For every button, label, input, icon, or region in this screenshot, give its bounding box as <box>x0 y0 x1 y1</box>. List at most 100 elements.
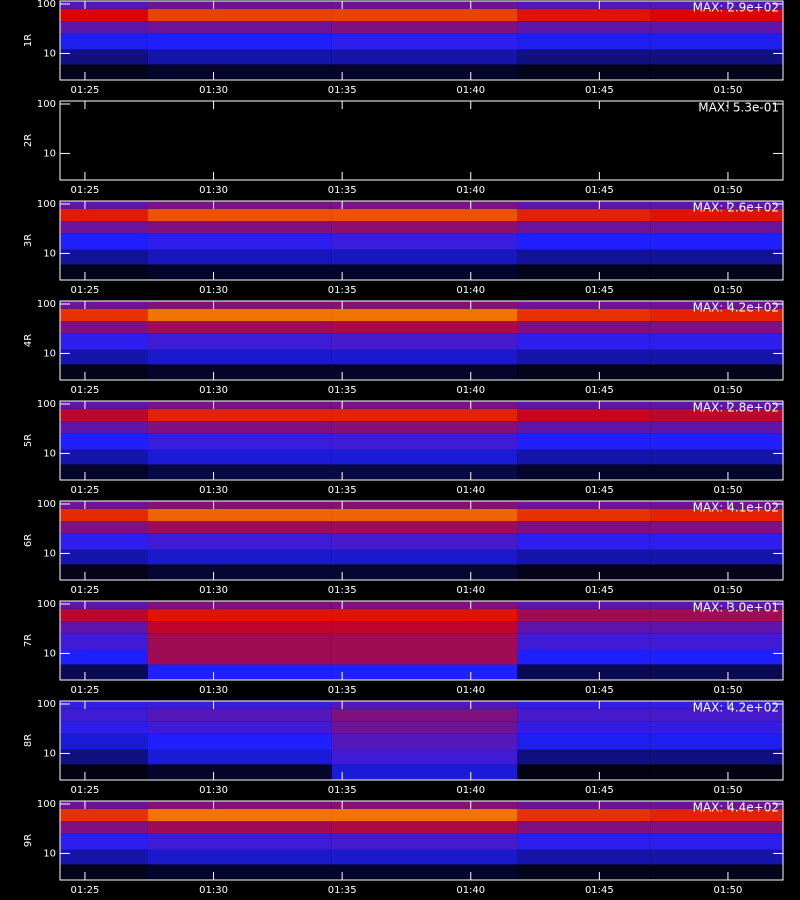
heatmap-cell <box>517 633 651 650</box>
plot-frame <box>59 300 784 381</box>
heatmap-cell <box>147 733 332 750</box>
heatmap-cell <box>650 164 783 180</box>
max-annotation: MAX: 4.2e+02 <box>693 701 779 715</box>
heatmap-cell <box>331 708 518 722</box>
heatmap-cell <box>60 708 148 722</box>
max-annotation: MAX: 4.1e+02 <box>693 501 779 515</box>
heatmap-cell <box>517 649 651 665</box>
heatmap-cell <box>331 421 518 434</box>
x-tick-label: 01:50 <box>714 285 743 296</box>
heatmap-cell <box>517 621 651 634</box>
heatmap-cell <box>60 301 148 309</box>
heatmap-cell <box>60 421 148 434</box>
heatmap-cell <box>650 701 783 709</box>
max-annotation: MAX: 5.3e-01 <box>698 101 779 115</box>
heatmap-cell <box>650 649 783 665</box>
heatmap-cell <box>60 49 148 65</box>
x-tick-label: 01:50 <box>714 185 743 196</box>
x-tick-label: 01:25 <box>71 785 100 796</box>
x-tick-label: 01:45 <box>585 785 614 796</box>
heatmap-cell <box>331 321 518 334</box>
heatmap-cell <box>331 721 518 734</box>
heatmap-cell <box>147 21 332 34</box>
max-annotation: MAX: 2.9e+02 <box>693 1 779 15</box>
heatmap-cell <box>331 108 518 122</box>
heatmap-cell <box>60 21 148 34</box>
heatmap-cell <box>517 121 651 134</box>
y-tick-label: 100 <box>37 399 56 410</box>
heatmap-cell <box>147 621 332 634</box>
y-axis-label: 3R <box>23 234 34 247</box>
heatmap-cell <box>650 121 783 134</box>
heatmap-cell <box>331 733 518 750</box>
heatmap-cell <box>147 1 332 9</box>
heatmap-cell <box>517 408 651 422</box>
heatmap-cell <box>650 401 783 409</box>
heatmap-cell <box>60 521 148 534</box>
heatmap-cell <box>60 133 148 150</box>
x-tick-label: 01:30 <box>199 385 228 396</box>
heatmap-cell <box>60 633 148 650</box>
max-annotation: MAX: 2.8e+02 <box>693 401 779 415</box>
x-tick-label: 01:45 <box>585 385 614 396</box>
heatmap-cell <box>60 233 148 250</box>
heatmap-cell <box>517 101 651 109</box>
x-tick-label: 01:50 <box>714 485 743 496</box>
heatmap-cell <box>517 264 651 280</box>
heatmap-cell <box>60 449 148 465</box>
heatmap-cell <box>147 649 332 665</box>
x-tick-label: 01:35 <box>328 785 357 796</box>
heatmap-cell <box>147 333 332 350</box>
heatmap-cell <box>650 108 783 122</box>
heatmap-cell <box>60 508 148 522</box>
x-tick-label: 01:25 <box>71 85 100 96</box>
heatmap-cell <box>331 464 518 480</box>
heatmap-cell <box>147 64 332 80</box>
x-tick-label: 01:45 <box>585 585 614 596</box>
heatmap-cell <box>650 301 783 309</box>
heatmap-cell <box>60 733 148 750</box>
heatmap-cell <box>60 808 148 822</box>
heatmap-cell <box>147 308 332 322</box>
heatmap-cell <box>517 721 651 734</box>
heatmap-cell <box>147 101 332 109</box>
heatmap-cell <box>60 349 148 365</box>
heatmap-cell <box>60 749 148 765</box>
heatmap-cell <box>331 249 518 265</box>
heatmap-cell <box>650 21 783 34</box>
heatmap-cell <box>650 833 783 850</box>
heatmap-cell <box>147 201 332 209</box>
heatmap-cell <box>650 433 783 450</box>
heatmap-cell <box>60 564 148 580</box>
x-tick-label: 01:30 <box>199 485 228 496</box>
heatmap-cell <box>147 721 332 734</box>
x-tick-label: 01:40 <box>456 285 485 296</box>
heatmap-cell <box>60 549 148 565</box>
heatmap-cell <box>147 449 332 465</box>
heatmap-cell <box>147 749 332 765</box>
heatmap-cell <box>60 721 148 734</box>
heatmap-cell <box>650 621 783 634</box>
y-tick-label: 100 <box>37 699 56 710</box>
heatmap-cell <box>331 749 518 765</box>
heatmap-cell <box>331 521 518 534</box>
heatmap-cell <box>147 164 332 180</box>
heatmap-cell <box>60 464 148 480</box>
heatmap-cell <box>331 821 518 834</box>
plot-frame <box>59 400 784 481</box>
heatmap-cell <box>147 533 332 550</box>
heatmap-cell <box>517 21 651 34</box>
heatmap-cell <box>147 508 332 522</box>
x-tick-label: 01:45 <box>585 185 614 196</box>
y-axis-label: 6R <box>23 534 34 547</box>
x-tick-label: 01:50 <box>714 385 743 396</box>
x-tick-label: 01:25 <box>71 885 100 896</box>
heatmap-cell <box>650 33 783 50</box>
x-tick-label: 01:40 <box>456 785 485 796</box>
heatmap-cell <box>331 633 518 650</box>
heatmap-cell <box>331 21 518 34</box>
heatmap-cell <box>147 249 332 265</box>
x-tick-label: 01:50 <box>714 785 743 796</box>
heatmap-cell <box>331 808 518 822</box>
